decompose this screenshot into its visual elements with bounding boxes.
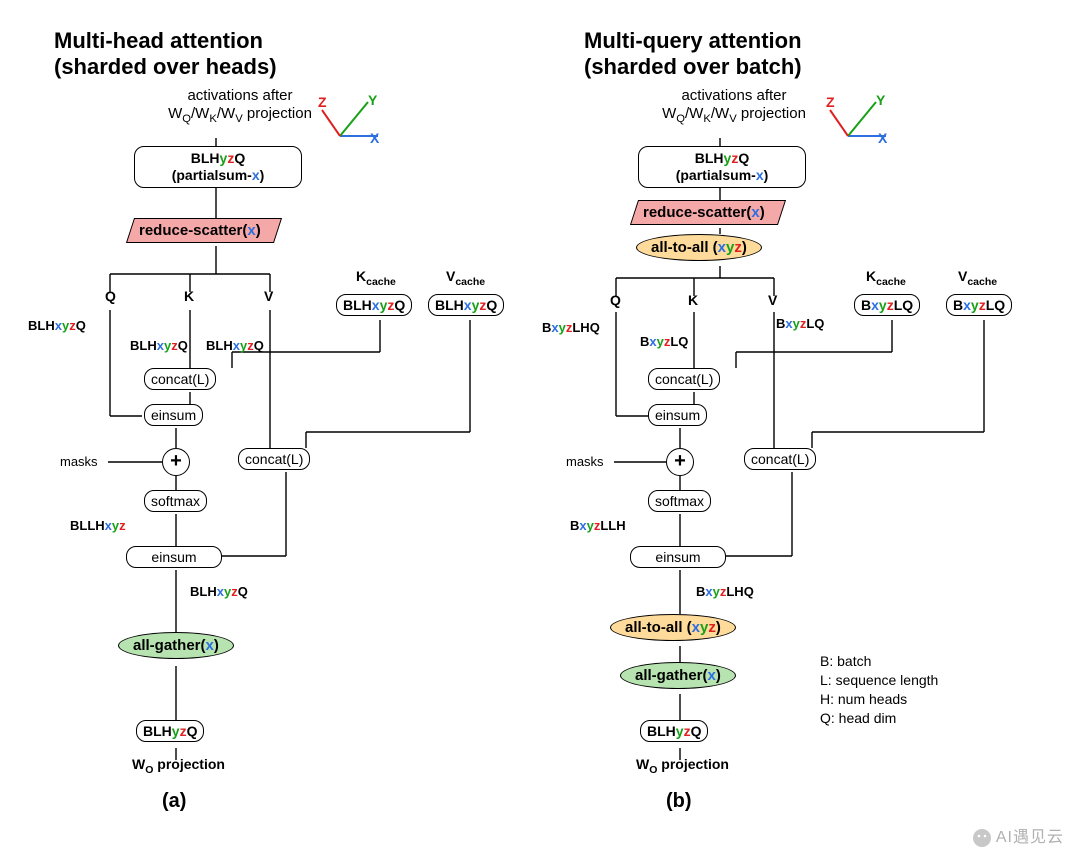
label-b: (b) — [666, 790, 692, 813]
kcache-label-b: Kcache — [866, 268, 906, 288]
softmax-b: softmax — [648, 490, 711, 512]
reduce-scatter-b: reduce-scatter(x) — [634, 200, 782, 225]
v-label-b: V — [768, 292, 777, 308]
q-dim-b: BxyzLHQ — [542, 320, 600, 335]
wo-proj-a: WO projection — [132, 756, 225, 776]
vcache-label-b: Vcache — [958, 268, 997, 288]
concat1-a: concat(L) — [144, 368, 216, 390]
final-box-a: BLHyzQ — [136, 720, 204, 742]
q-label-b: Q — [610, 292, 621, 308]
title-b: Multi-query attention (sharded over batc… — [584, 28, 1070, 81]
reduce-scatter-a: reduce-scatter(x) — [130, 218, 278, 243]
einsum2-a: einsum — [126, 546, 222, 568]
concat2-b: concat(L) — [744, 448, 816, 470]
out-dim-b: BxyzLHQ — [696, 584, 754, 599]
all-to-all-1-b: all-to-all (xyz) — [636, 234, 762, 261]
k-dim-b: BxyzLQ — [640, 334, 688, 349]
axis-icon-a: X Y Z — [320, 96, 390, 155]
einsum1-b: einsum — [648, 404, 707, 426]
plus-b: + — [666, 448, 694, 476]
v-label-a: V — [264, 288, 273, 304]
all-gather-a: all-gather(x) — [118, 632, 234, 659]
einsum2-b: einsum — [630, 546, 726, 568]
vcache-box-a: BLHxyzQ — [428, 294, 504, 316]
masks-a: masks — [60, 454, 98, 469]
title-a: Multi-head attention (sharded over heads… — [54, 28, 540, 81]
topbox-a: BLHyzQ (partialsum-x) — [134, 146, 302, 188]
q-dim-a: BLHxyzQ — [28, 318, 86, 333]
concat2-a: concat(L) — [238, 448, 310, 470]
k-label-a: K — [184, 288, 194, 304]
label-a: (a) — [162, 790, 186, 813]
concat1-b: concat(L) — [648, 368, 720, 390]
wo-proj-b: WO projection — [636, 756, 729, 776]
kcache-box-a: BLHxyzQ — [336, 294, 412, 316]
plus-a: + — [162, 448, 190, 476]
all-gather-b: all-gather(x) — [620, 662, 736, 689]
all-to-all-2-b: all-to-all (xyz) — [610, 614, 736, 641]
watermark: AI遇见云 — [972, 823, 1064, 848]
legend: B: batch L: sequence length H: num heads… — [820, 652, 938, 728]
k-dim-a: BLHxyzQ — [130, 338, 188, 353]
topbox-b: BLHyzQ (partialsum-x) — [638, 146, 806, 188]
v-dim-b: BxyzLQ — [776, 316, 824, 331]
q-label-a: Q — [105, 288, 116, 304]
panel-multi-head: Multi-head attention (sharded over heads… — [10, 0, 540, 130]
kcache-box-b: BxyzLQ — [854, 294, 920, 316]
vcache-label-a: Vcache — [446, 268, 485, 288]
final-box-b: BLHyzQ — [640, 720, 708, 742]
panel-multi-query: Multi-query attention (sharded over batc… — [540, 0, 1070, 130]
k-label-b: K — [688, 292, 698, 308]
axis-icon-b: X Y Z — [828, 96, 898, 155]
kcache-label-a: Kcache — [356, 268, 396, 288]
out-dim-a: BLHxyzQ — [190, 584, 248, 599]
masks-b: masks — [566, 454, 604, 469]
einsum1-a: einsum — [144, 404, 203, 426]
vcache-box-b: BxyzLQ — [946, 294, 1012, 316]
v-dim-a: BLHxyzQ — [206, 338, 264, 353]
bllh-b: BxyzLLH — [570, 518, 626, 533]
wechat-icon — [972, 828, 992, 848]
bllh-a: BLLHxyz — [70, 518, 126, 533]
softmax-a: softmax — [144, 490, 207, 512]
